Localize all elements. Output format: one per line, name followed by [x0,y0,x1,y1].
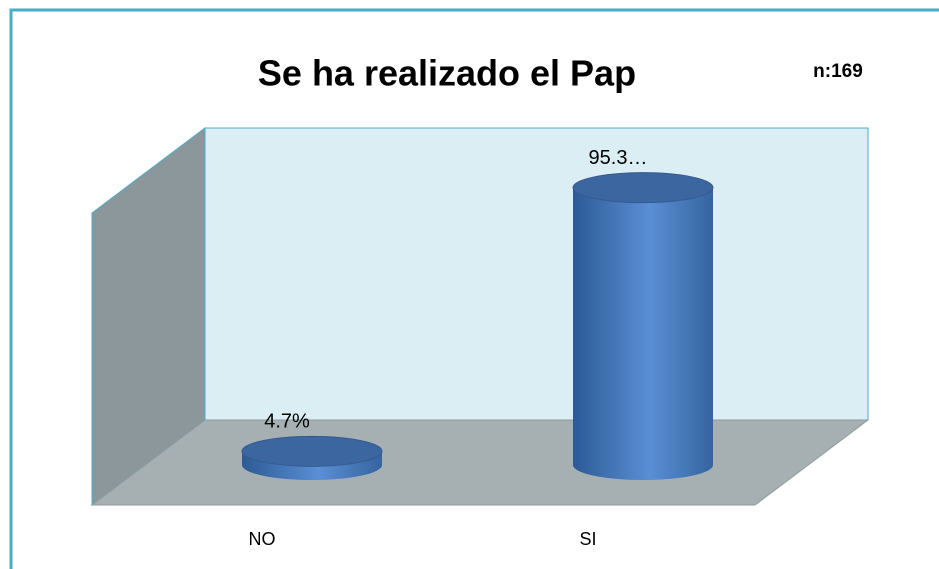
value-label: 4.7% [264,411,310,433]
chart-title: Se ha realizado el Pap [258,53,636,94]
cylinder-body [573,187,713,480]
floor [90,419,870,506]
back-wall [204,127,869,421]
x-tick-label: NO [249,529,276,549]
x-tick-label: SI [579,529,596,549]
frame [9,8,939,569]
cylinder [572,172,714,480]
sample-size: n:169 [813,61,863,82]
value-label: 95.3… [589,147,648,169]
cylinder-top [572,172,714,204]
cylinder [241,435,383,480]
cylinder-top [241,435,383,467]
